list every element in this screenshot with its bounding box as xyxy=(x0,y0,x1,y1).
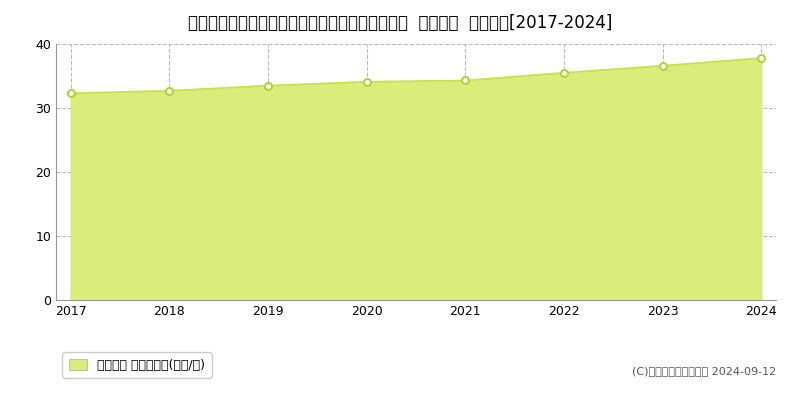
Text: (C)土地価格ドットコム 2024-09-12: (C)土地価格ドットコム 2024-09-12 xyxy=(632,366,776,376)
Legend: 地価公示 平均坪単価(万円/坪): 地価公示 平均坪単価(万円/坪) xyxy=(62,352,211,378)
Text: 新潟県新潟市中央区弁天橋通３丁目８５６番１外  地価公示  地価推移[2017-2024]: 新潟県新潟市中央区弁天橋通３丁目８５６番１外 地価公示 地価推移[2017-20… xyxy=(188,14,612,32)
